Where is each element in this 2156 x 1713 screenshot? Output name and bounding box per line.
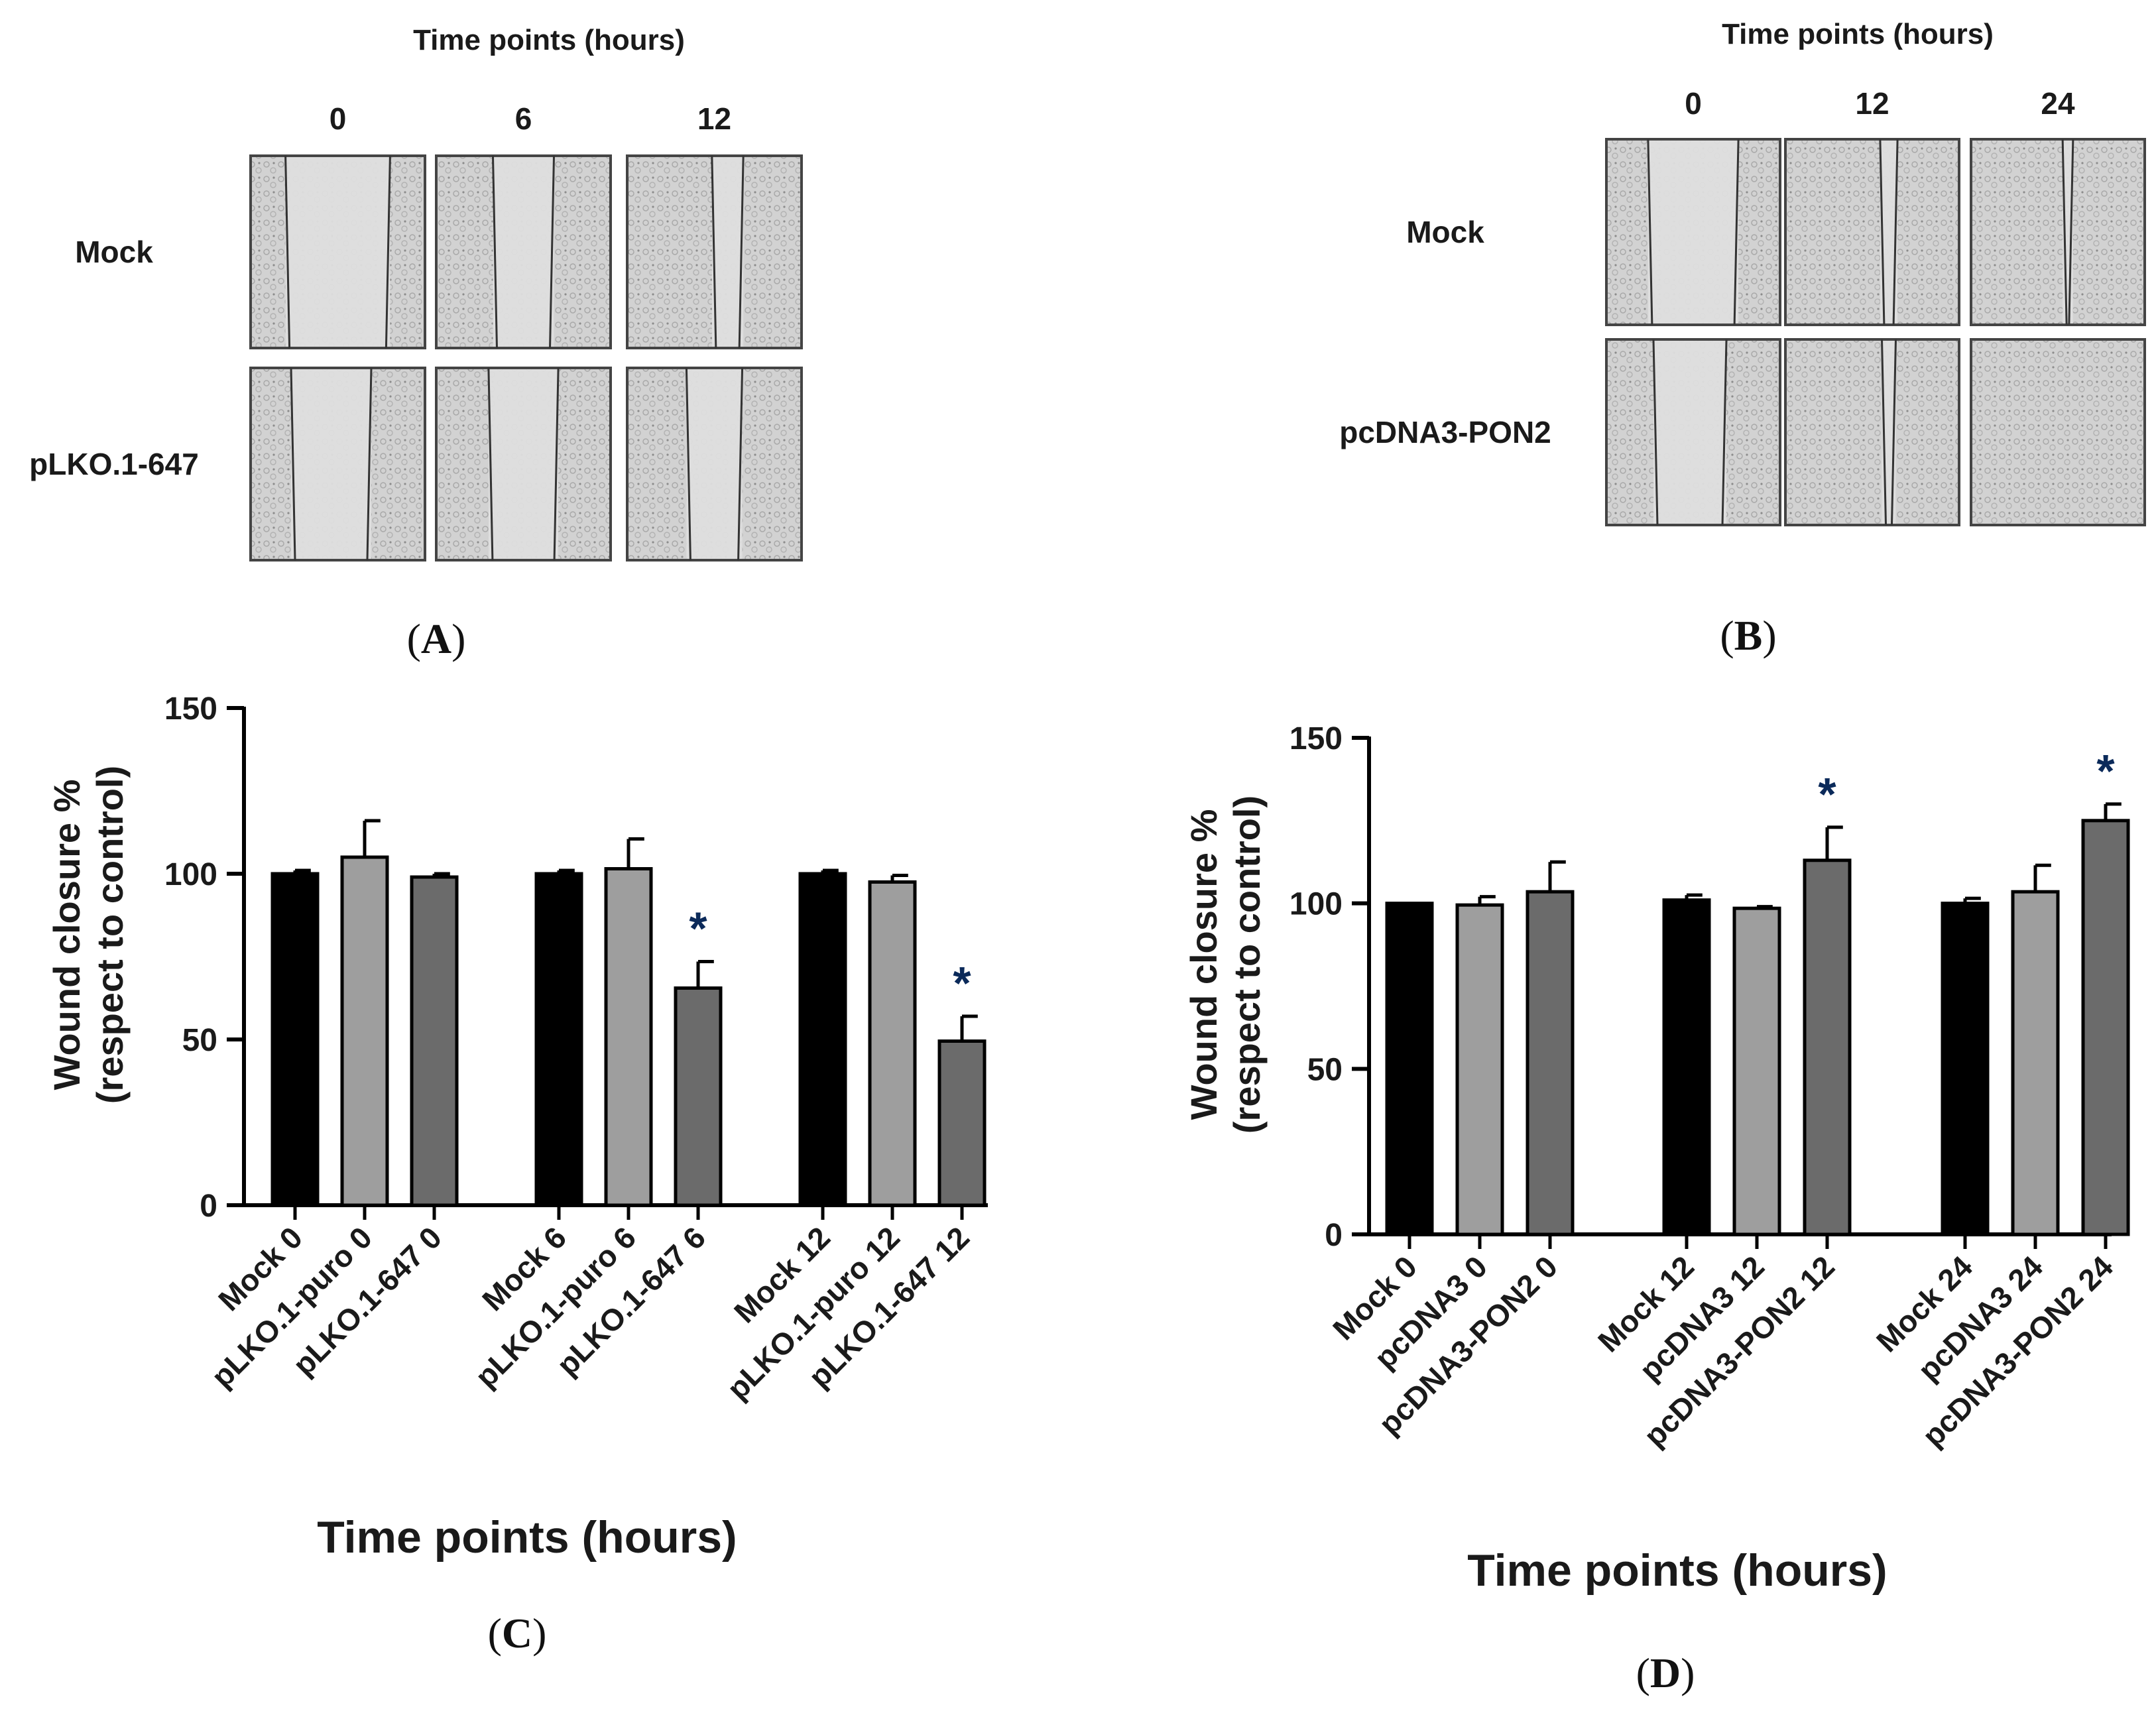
- chart-c-label: (C): [488, 1610, 547, 1657]
- bar: [1941, 902, 1990, 1236]
- y-tick-label: 0: [1325, 1218, 1343, 1253]
- significance-marker: *: [1818, 768, 1836, 820]
- bar: [2011, 890, 2060, 1236]
- panel-b: Time points (hours) 0 12 24 Mock pcDNA3-PON…: [1339, 18, 2146, 659]
- panel-a-label: (A): [407, 615, 466, 662]
- panel-b-label: (B): [1720, 612, 1776, 659]
- significance-marker: *: [2096, 745, 2115, 797]
- chart-d-ylabel-line1: Wound closure %: [1183, 809, 1225, 1120]
- micrograph: [626, 367, 803, 561]
- column-label: 0: [329, 101, 347, 136]
- panel-b-header: Time points (hours): [1722, 18, 1994, 50]
- micrograph: [1605, 338, 1781, 526]
- micrograph: [435, 154, 612, 349]
- y-tick-label: 0: [200, 1189, 217, 1224]
- bar: [1732, 906, 1781, 1236]
- bar: [868, 880, 917, 1207]
- bar: [270, 872, 320, 1207]
- column-label: 12: [697, 101, 731, 136]
- panel-a-header: Time points (hours): [413, 24, 685, 56]
- chart-d: Wound closure % (respect to control) 0 50…: [1183, 721, 2130, 1696]
- bar: [1803, 858, 1852, 1236]
- bar: [1526, 890, 1575, 1236]
- bar: [604, 867, 653, 1207]
- bar: [1385, 902, 1434, 1236]
- row-label: pcDNA3-PON2: [1339, 415, 1551, 449]
- bar: [2081, 819, 2130, 1236]
- micrograph: [1970, 138, 2146, 326]
- significance-marker: *: [689, 903, 707, 955]
- micrograph: [249, 367, 426, 561]
- micrograph: [1605, 138, 1781, 326]
- bar: [1662, 898, 1711, 1236]
- chart-c-ylabel-line1: Wound closure %: [46, 780, 88, 1091]
- chart-d-label: (D): [1636, 1649, 1695, 1696]
- bar: [534, 872, 583, 1207]
- micrograph: [249, 154, 426, 349]
- y-tick-label: 150: [164, 691, 217, 727]
- micrograph: [1970, 338, 2146, 526]
- micrograph: [1784, 138, 1960, 326]
- chart-c-ylabel-line2: (respect to control): [89, 766, 131, 1104]
- panel-a: Time points (hours) 0 6 12 MockpLKO.1-647 …: [29, 24, 803, 662]
- micrograph: [435, 367, 612, 561]
- chart-c-xlabel: Time points (hours): [317, 1512, 737, 1563]
- chart-d-ylabel-line2: (respect to control): [1226, 796, 1268, 1134]
- column-label: 12: [1855, 86, 1889, 121]
- bar: [798, 872, 847, 1207]
- row-label: pLKO.1-647: [29, 447, 199, 481]
- micrograph: [1784, 338, 1960, 526]
- row-label: Mock: [1406, 215, 1484, 249]
- bar: [674, 986, 723, 1207]
- row-label: Mock: [75, 235, 153, 269]
- chart-d-xlabel: Time points (hours): [1467, 1545, 1887, 1596]
- y-tick-label: 150: [1289, 721, 1343, 756]
- column-label: 6: [515, 101, 532, 136]
- bar: [340, 855, 389, 1207]
- y-tick-label: 100: [1289, 887, 1343, 922]
- column-label: 24: [2041, 86, 2075, 121]
- chart-c: Wound closure % (respect to control) 0 50…: [46, 691, 988, 1657]
- y-tick-label: 50: [1307, 1052, 1343, 1087]
- y-tick-label: 100: [164, 857, 217, 892]
- y-tick-label: 50: [182, 1023, 217, 1058]
- micrograph: [626, 154, 803, 349]
- bar: [1455, 903, 1504, 1236]
- column-label: 0: [1685, 86, 1702, 121]
- bar: [410, 875, 459, 1207]
- bar: [937, 1039, 987, 1207]
- significance-marker: *: [953, 957, 971, 1009]
